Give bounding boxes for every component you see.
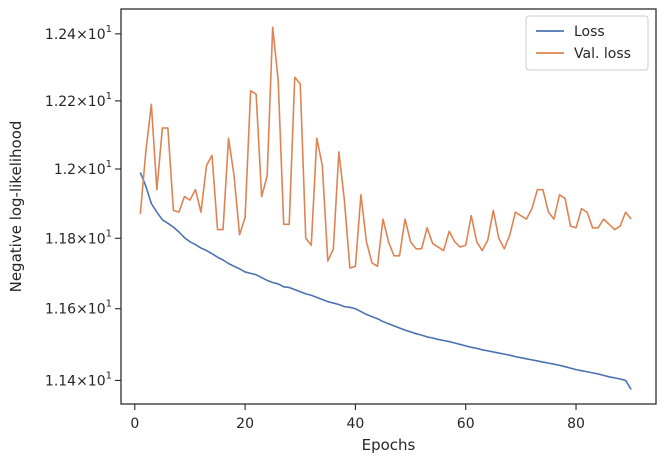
series-line-val-loss: [139, 26, 632, 269]
plot-frame: [120, 8, 657, 405]
series-line-loss: [139, 172, 632, 390]
x-tick-label: 60: [457, 416, 475, 432]
x-tick-label: 20: [236, 416, 254, 432]
x-tick-label: 40: [346, 416, 364, 432]
y-tick-label: 1.18×101: [45, 228, 112, 247]
legend-box: [525, 15, 649, 71]
y-tick-label: 1.14×101: [45, 370, 112, 389]
y-tick-label: 1.22×101: [45, 91, 112, 110]
y-tick-label: 1.24×101: [45, 24, 112, 43]
y-axis: 1.14×101 1.16×101 1.18×101 1.2×101 1.22×101 1…: [45, 24, 121, 389]
x-axis-title: Epochs: [362, 436, 416, 454]
x-tick-label: 0: [130, 416, 139, 432]
y-axis-title: Negative log-likelihood: [7, 121, 25, 293]
y-tick-label: 1.16×101: [45, 299, 112, 318]
series-group: [139, 26, 632, 390]
legend-label: Val. loss: [574, 46, 631, 62]
x-tick-label: 80: [567, 416, 585, 432]
legend-label: Loss: [574, 24, 605, 40]
legend: Loss Val. loss: [525, 15, 649, 71]
y-tick-label: 1.2×101: [54, 159, 112, 178]
x-axis: 0 20 40 60 80: [130, 404, 585, 432]
